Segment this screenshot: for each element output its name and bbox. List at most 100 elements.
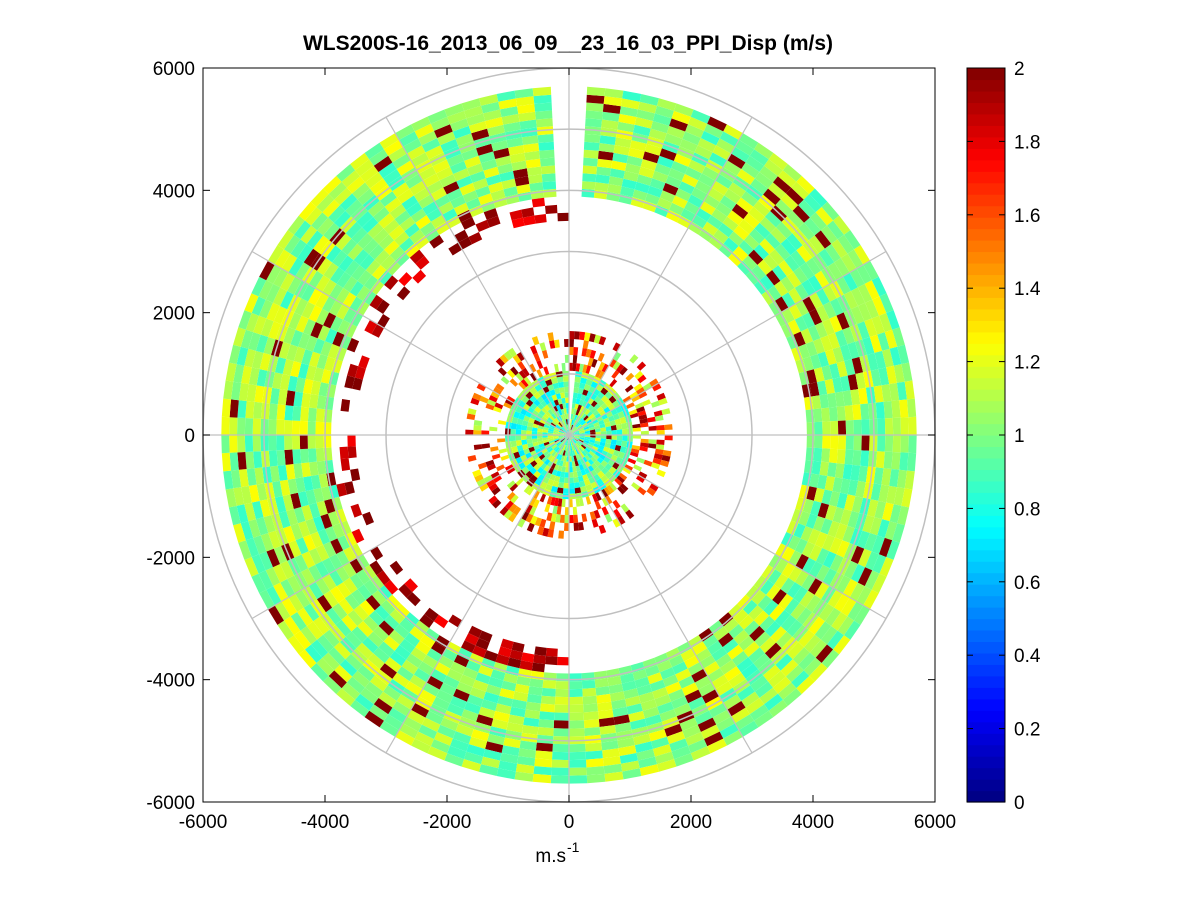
data-cell <box>824 476 835 492</box>
spoke-line <box>251 250 570 436</box>
data-cell <box>658 397 668 406</box>
data-cell <box>558 415 563 422</box>
data-cell <box>443 181 460 195</box>
data-cell <box>434 662 451 676</box>
data-cell <box>879 537 893 558</box>
data-cell <box>273 306 288 325</box>
data-cell <box>422 173 440 188</box>
data-cell <box>822 421 831 435</box>
colorbar-band <box>967 756 1005 769</box>
data-cell <box>764 620 781 637</box>
data-cell <box>545 647 558 657</box>
data-cell <box>562 414 566 420</box>
data-cell <box>809 382 820 397</box>
data-cell <box>396 694 415 710</box>
data-cell <box>776 631 793 649</box>
data-cell <box>389 560 404 575</box>
data-cell <box>571 419 574 425</box>
data-cell <box>813 408 823 423</box>
data-cell <box>877 519 890 538</box>
data-cell <box>515 478 524 486</box>
data-cell <box>751 264 767 280</box>
data-cell <box>312 516 325 532</box>
data-cell <box>347 243 364 261</box>
data-cell <box>221 416 230 435</box>
data-cell <box>536 451 544 457</box>
data-cell <box>540 703 555 713</box>
data-cell <box>506 491 516 501</box>
data-cell <box>508 145 525 156</box>
data-cell <box>536 413 544 419</box>
data-cell <box>244 557 259 577</box>
data-cell <box>396 286 411 301</box>
data-cell <box>601 363 609 373</box>
data-cell <box>819 461 829 476</box>
data-cell <box>581 348 588 357</box>
data-cell <box>700 724 720 740</box>
data-cell <box>495 703 512 715</box>
data-cell <box>547 528 554 538</box>
data-cell <box>338 255 354 272</box>
data-cell <box>357 188 375 206</box>
data-cell <box>360 165 379 183</box>
data-cell <box>424 607 439 622</box>
data-cell <box>796 607 813 625</box>
data-cell <box>545 411 552 418</box>
data-cell <box>294 630 311 650</box>
data-cell <box>849 582 865 602</box>
data-cell <box>608 466 617 475</box>
data-cell <box>574 376 582 383</box>
data-cell <box>517 361 526 371</box>
data-cell <box>604 771 624 782</box>
data-cell <box>543 366 550 375</box>
data-cell <box>586 102 604 112</box>
data-cell <box>531 662 545 673</box>
data-cell <box>612 508 622 519</box>
data-cell <box>534 517 542 527</box>
data-cell <box>403 716 422 732</box>
data-cell <box>596 693 612 704</box>
data-cell <box>336 482 348 497</box>
data-cell <box>712 145 732 161</box>
data-cell <box>580 394 587 401</box>
data-cell <box>538 409 546 417</box>
data-cell <box>566 424 569 430</box>
data-cell <box>586 758 604 768</box>
data-cell <box>865 299 879 319</box>
data-cell <box>476 143 494 156</box>
data-cell <box>399 618 415 633</box>
data-cell <box>374 249 390 265</box>
data-cell <box>497 163 513 175</box>
data-cell <box>237 435 246 453</box>
data-cell <box>280 272 296 291</box>
data-cell <box>447 745 467 760</box>
plot-area: -6000 -4000 -2000 0 2000 4000 6000 -6000-4000-… <box>146 59 956 833</box>
data-cell <box>471 128 490 141</box>
data-cell <box>498 646 512 658</box>
data-cell <box>558 432 564 435</box>
data-cell <box>500 454 510 461</box>
data-cell <box>499 354 509 364</box>
data-cell <box>453 202 469 216</box>
data-cell <box>793 331 806 347</box>
data-cell <box>802 296 816 313</box>
data-cell <box>291 435 301 450</box>
data-cell <box>869 334 883 353</box>
data-cell <box>600 474 609 483</box>
data-cell <box>759 216 776 233</box>
data-cell <box>343 276 358 293</box>
data-cell <box>456 175 473 189</box>
colorbar-band <box>967 68 1005 81</box>
data-cell <box>475 672 491 685</box>
data-cell <box>365 259 381 275</box>
data-cell <box>281 253 298 273</box>
data-cell <box>654 694 672 707</box>
data-cell <box>422 201 439 216</box>
data-cell <box>820 225 838 244</box>
data-cell <box>836 540 850 558</box>
data-cell <box>604 463 613 471</box>
data-cell <box>754 631 771 648</box>
data-cell <box>347 446 357 459</box>
data-cell <box>485 459 495 467</box>
data-cell <box>315 292 329 309</box>
